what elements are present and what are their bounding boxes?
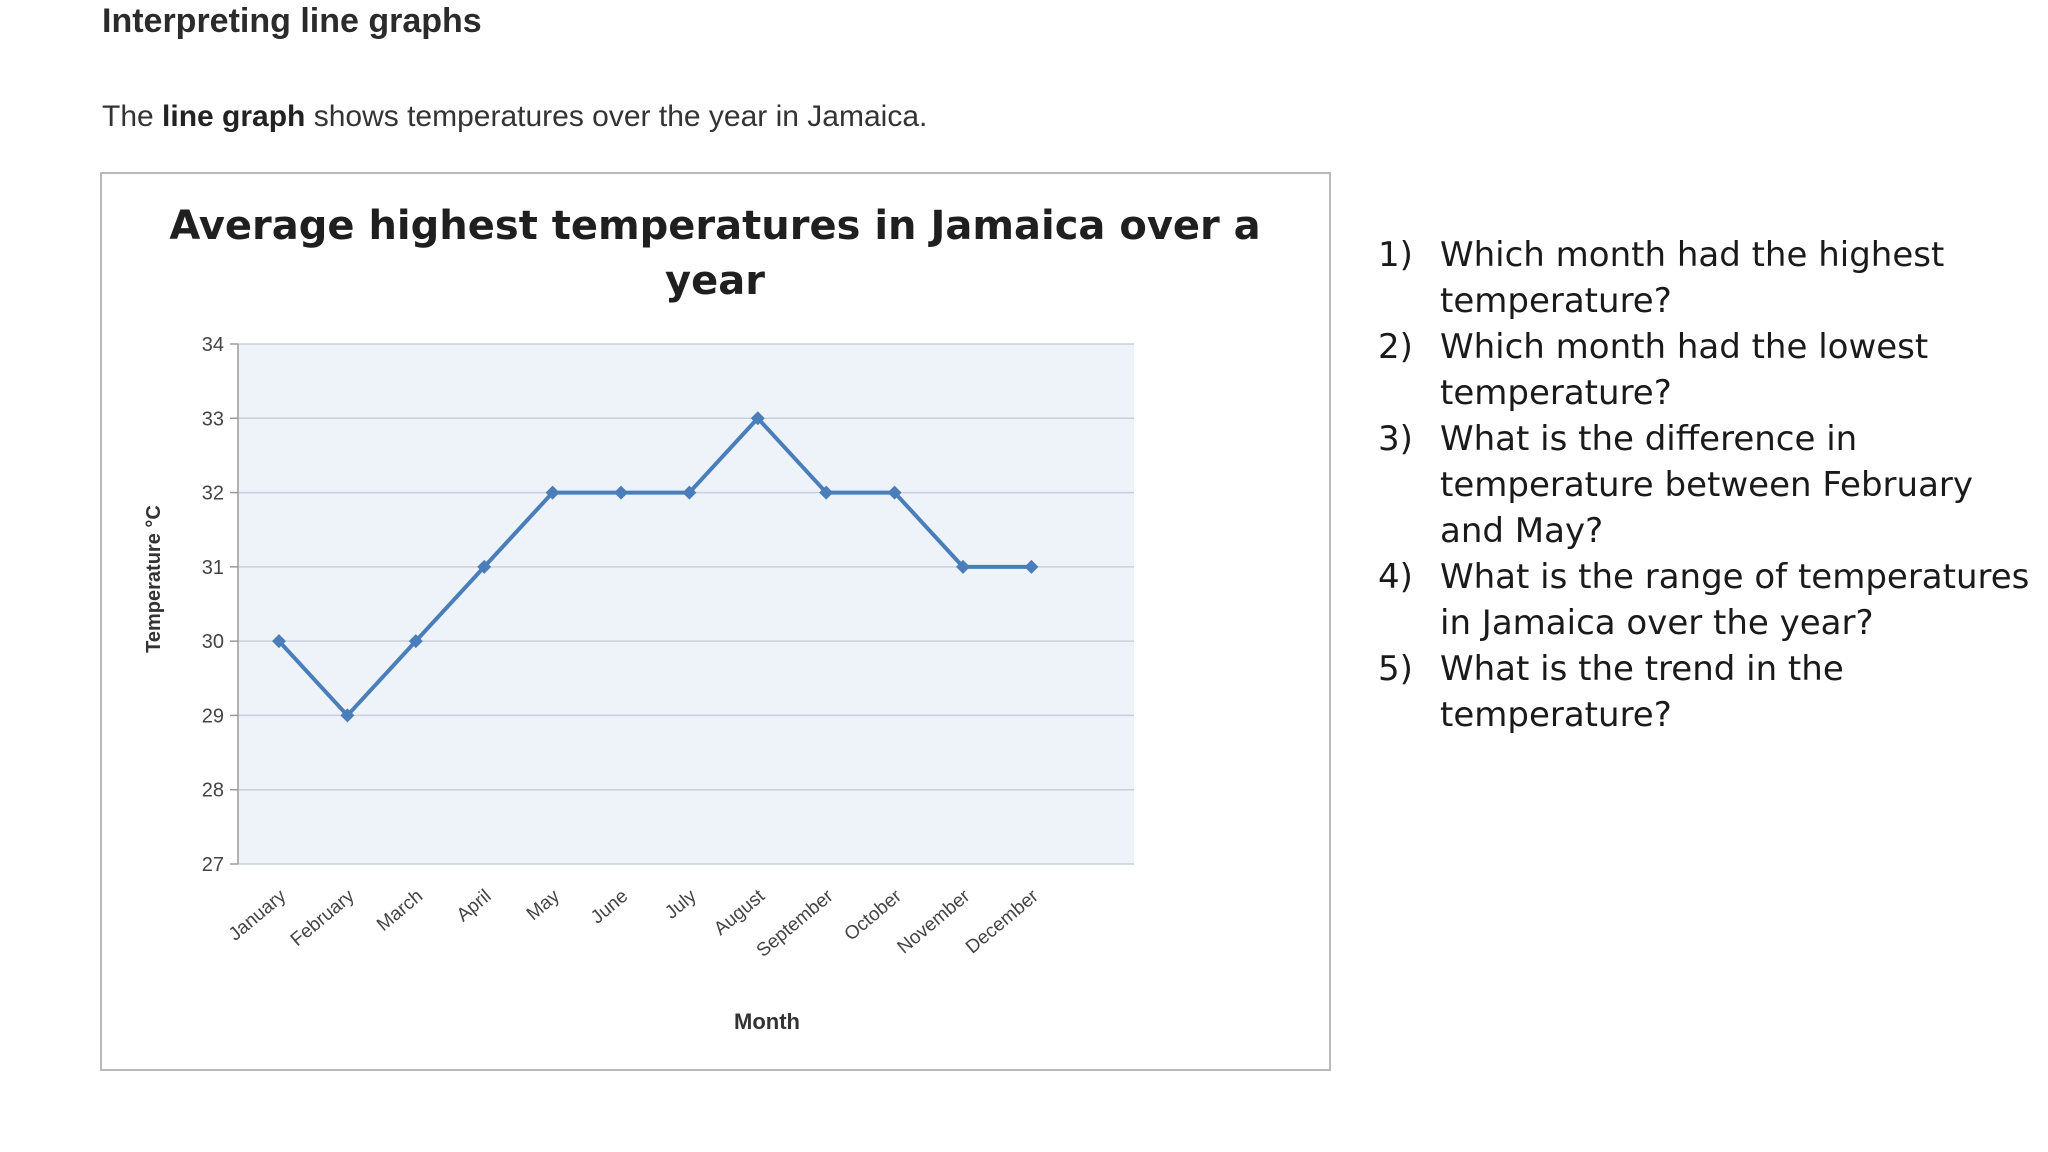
y-tick-label: 32 <box>202 483 224 505</box>
y-tick-label: 28 <box>202 780 224 802</box>
question-item: 2) Which month had the lowest temperature… <box>1378 324 2038 416</box>
question-text: What is the trend in the temperature? <box>1440 649 1844 735</box>
x-tick-label: December <box>962 885 1043 958</box>
data-point <box>956 559 970 574</box>
data-point <box>750 411 765 426</box>
chart-title-line-1: Average highest temperatures in Jamaica … <box>169 203 1260 249</box>
x-tick-label: January <box>225 885 291 945</box>
question-number: 1) <box>1378 235 1413 275</box>
data-point <box>545 485 560 500</box>
x-tick-label: March <box>373 886 427 936</box>
question-number: 5) <box>1378 649 1413 689</box>
question-text: What is the range of temperatures in Jam… <box>1440 557 2030 643</box>
line-chart: Average highest temperatures in Jamaica … <box>143 203 1261 1034</box>
data-point <box>887 485 902 500</box>
data-point <box>614 485 628 500</box>
question-number: 3) <box>1378 419 1413 459</box>
chart-frame: Average highest temperatures in Jamaica … <box>100 172 1331 1071</box>
plot-background <box>238 344 1134 864</box>
y-axis-label: Temperature °C <box>143 505 165 653</box>
x-tick-label: June <box>587 886 632 929</box>
question-text: What is the difference in temperature be… <box>1440 419 1974 551</box>
question-number: 2) <box>1378 327 1413 367</box>
intro-after: shows temperatures over the year in Jama… <box>305 100 928 133</box>
x-tick-label: February <box>287 885 359 950</box>
data-point <box>340 708 355 723</box>
intro-text: The line graph shows temperatures over t… <box>102 100 927 134</box>
series-line <box>277 416 1032 718</box>
question-item: 1) Which month had the highest temperatur… <box>1378 232 2038 324</box>
y-tick-label: 33 <box>202 408 224 430</box>
chart-title-line-2: year <box>665 258 765 304</box>
question-text: Which month had the highest temperature? <box>1440 235 1945 321</box>
worksheet-heading: Interpreting line graphs <box>102 2 482 40</box>
question-item: 3) What is the difference in temperature … <box>1378 416 2038 554</box>
data-point <box>1024 559 1039 574</box>
y-tick-label: 29 <box>202 705 224 727</box>
question-item: 5) What is the trend in the temperature? <box>1378 646 2038 738</box>
x-tick-label: October <box>841 885 907 945</box>
question-text: Which month had the lowest temperature? <box>1440 327 1929 413</box>
x-axis-label: Month <box>734 1009 800 1034</box>
x-tick-label: August <box>710 885 769 940</box>
data-point <box>477 559 492 574</box>
data-point <box>272 634 286 649</box>
y-tick-label: 30 <box>202 631 224 653</box>
question-list: 1) Which month had the highest temperatur… <box>1378 232 2038 738</box>
x-tick-label: April <box>453 886 496 927</box>
x-tick-label: September <box>753 885 838 961</box>
x-tick-label: July <box>661 885 701 923</box>
y-tick-label: 27 <box>202 854 224 876</box>
intro-before: The <box>102 100 163 133</box>
intro-bold: line graph <box>162 100 306 133</box>
data-point <box>819 485 834 500</box>
data-point <box>408 634 423 649</box>
y-tick-label: 31 <box>202 557 224 579</box>
question-item: 4) What is the range of temperatures in J… <box>1378 554 2038 646</box>
question-number: 4) <box>1378 557 1413 597</box>
x-tick-label: November <box>894 885 975 958</box>
x-tick-label: May <box>523 885 564 924</box>
y-tick-label: 34 <box>202 334 224 356</box>
data-point <box>682 485 697 500</box>
